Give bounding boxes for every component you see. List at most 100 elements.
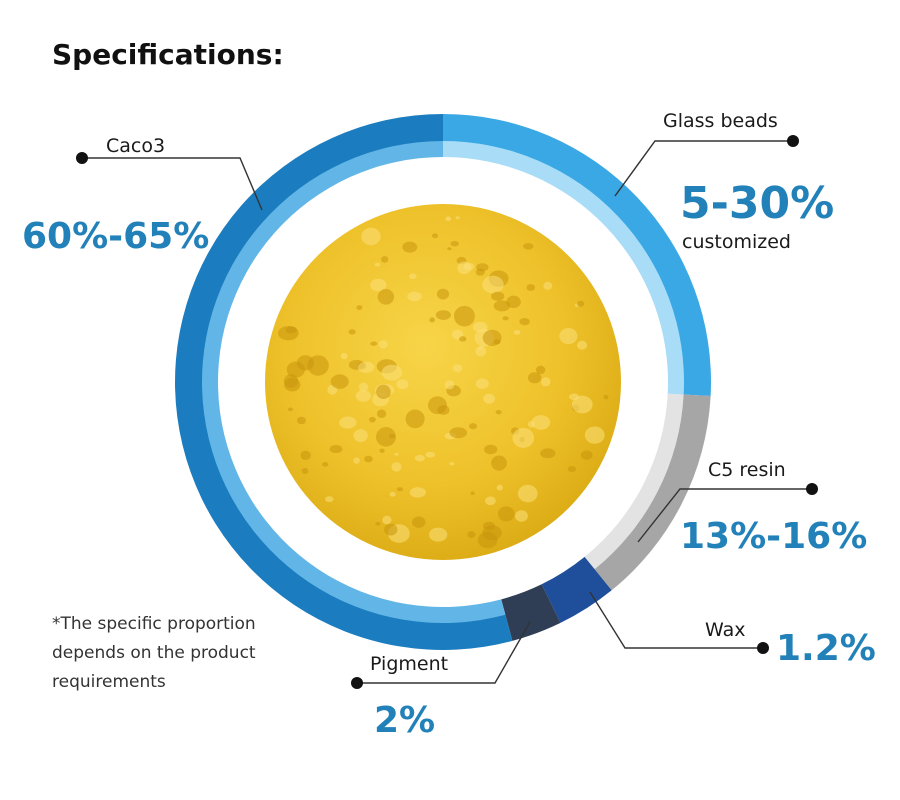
grain [409, 273, 417, 280]
title: Specifications: [52, 38, 284, 71]
grain [325, 496, 334, 503]
grain [376, 427, 397, 447]
grain [475, 378, 489, 389]
grain [519, 318, 530, 326]
grain [339, 416, 357, 429]
grain [296, 355, 315, 371]
grain [482, 525, 502, 541]
grain [491, 455, 507, 471]
component-note: customized [682, 231, 791, 253]
grain [444, 380, 455, 390]
grain [409, 487, 426, 498]
grain [429, 317, 435, 323]
grain [375, 521, 381, 526]
grain [284, 377, 301, 392]
grain [330, 374, 349, 389]
grain [287, 407, 293, 412]
grain [576, 300, 585, 307]
component-name: Glass beads [663, 110, 778, 132]
component-proportion: 5-30% [680, 178, 834, 229]
grain [567, 466, 577, 472]
ring-segment [584, 393, 684, 570]
component-proportion: 2% [374, 700, 435, 741]
grain [576, 340, 588, 350]
grain [478, 346, 483, 351]
grain [357, 361, 375, 373]
grain [277, 325, 299, 341]
grain [382, 515, 392, 525]
grain [402, 241, 418, 253]
grain [425, 451, 436, 458]
grain [445, 216, 452, 222]
grain [450, 241, 459, 247]
grain [584, 426, 605, 444]
grain [469, 423, 478, 430]
ring-segment [548, 568, 612, 623]
grain [388, 433, 396, 439]
grain [411, 516, 426, 528]
grain [355, 390, 372, 402]
grain [513, 330, 521, 335]
grain [378, 340, 388, 349]
grain [329, 444, 343, 454]
grain [358, 382, 369, 392]
grain [379, 448, 385, 453]
grain [437, 405, 450, 415]
grain [405, 409, 425, 429]
grain [449, 427, 468, 439]
grain [436, 288, 450, 300]
grain [369, 416, 376, 423]
footnote-line: depends on the product [52, 643, 256, 663]
grain [512, 427, 535, 448]
ring-segment [505, 597, 561, 641]
grain [485, 496, 496, 506]
grain [322, 462, 329, 467]
grain [300, 450, 311, 460]
grain [407, 291, 422, 302]
grain [296, 416, 306, 425]
grain [571, 395, 593, 414]
grain [370, 341, 378, 346]
grain [523, 243, 534, 250]
grain [435, 310, 451, 320]
grain [361, 227, 381, 246]
grain [531, 415, 551, 430]
grain [459, 336, 467, 342]
grain [559, 328, 578, 345]
grain [452, 364, 463, 373]
grain [467, 531, 476, 538]
grain [497, 506, 515, 522]
grain [340, 352, 348, 360]
grain [394, 452, 399, 456]
grain [431, 233, 439, 239]
grain [484, 444, 498, 455]
grain [455, 216, 460, 220]
ring-segment [541, 556, 595, 599]
grain [517, 484, 538, 503]
grain [482, 329, 502, 347]
ring-segment [443, 114, 711, 397]
grain [396, 487, 403, 492]
grain [389, 491, 396, 497]
ring-segment [501, 584, 549, 615]
grain [483, 393, 495, 404]
leader-lines [76, 135, 818, 689]
grain [603, 394, 609, 400]
component-name: Wax [705, 619, 745, 641]
component-proportion: 60%-65% [22, 216, 209, 257]
grain [356, 305, 363, 310]
grain [540, 448, 556, 459]
grain [370, 278, 387, 292]
grain [580, 450, 593, 460]
grain [495, 409, 502, 415]
grain [348, 329, 356, 335]
grain [535, 365, 546, 375]
ring [174, 113, 711, 651]
grain [381, 256, 389, 263]
ring-segment [443, 141, 684, 395]
grain [377, 289, 395, 305]
grain [391, 462, 402, 472]
grain [506, 295, 521, 309]
grain [453, 305, 475, 327]
grain [482, 275, 504, 294]
